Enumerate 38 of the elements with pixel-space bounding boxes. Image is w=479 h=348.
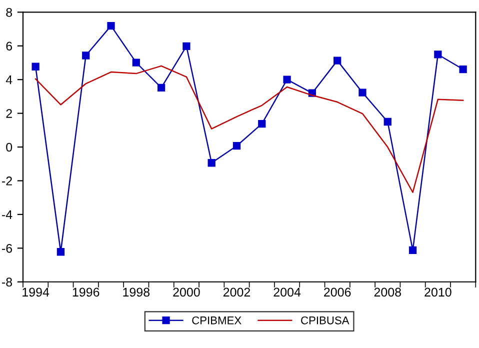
point <box>208 159 216 167</box>
y-tick-label: 4 <box>6 76 12 84</box>
line-series <box>34 65 464 193</box>
point <box>358 88 366 96</box>
y-tick-label: -4 <box>2 210 12 219</box>
point <box>384 118 392 126</box>
y-tick-label: -6 <box>2 244 12 253</box>
point <box>56 248 65 256</box>
y-tick-label: 2 <box>6 109 12 118</box>
point <box>157 84 166 92</box>
point <box>283 76 291 84</box>
x-tick-label: 2008 <box>374 288 401 297</box>
x-tick-label: 2000 <box>173 288 200 297</box>
point <box>334 56 342 64</box>
x-tick-label: 2002 <box>223 288 250 297</box>
y-tick-label: -2 <box>2 176 12 186</box>
point <box>459 66 467 74</box>
point <box>182 42 190 50</box>
legend-label: CPIBUSA <box>301 316 350 324</box>
x-tick-label: 1996 <box>72 288 100 297</box>
point <box>107 22 115 30</box>
point <box>408 246 417 254</box>
x-tick-label: 2010 <box>424 288 452 297</box>
x-tick-label: 1998 <box>123 288 150 297</box>
x-tick-label: 2006 <box>324 288 351 297</box>
point <box>434 50 442 58</box>
point <box>82 52 90 60</box>
y-tick-label: 6 <box>6 42 12 51</box>
y-tick-label: 0 <box>6 142 12 152</box>
y-tick-label: -8 <box>2 278 12 287</box>
point <box>232 142 241 150</box>
point <box>258 120 266 128</box>
point <box>132 58 140 66</box>
x-tick-label: 2004 <box>274 288 301 297</box>
x-tick-label: 1994 <box>22 288 50 297</box>
y-tick-label: 8 <box>6 8 12 17</box>
legend-label: CPIBMEX <box>192 316 242 324</box>
point <box>32 62 40 70</box>
